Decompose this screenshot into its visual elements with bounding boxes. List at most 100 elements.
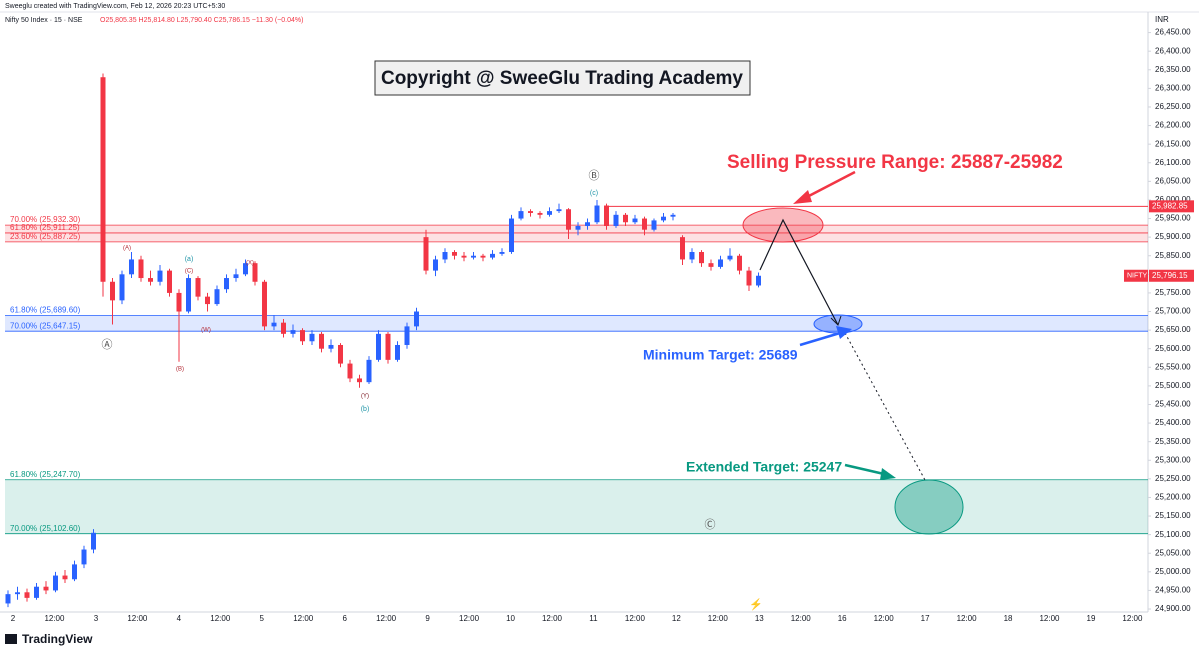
last-price-name-tag (1124, 269, 1148, 282)
candle-body (433, 259, 438, 271)
candle-body (233, 274, 239, 279)
credit: Sweeglu created with TradingView.com, Fe… (5, 3, 225, 10)
selling-arrowhead (793, 190, 812, 204)
x-tick-label: 9 (425, 614, 430, 623)
y-tick-label: 26,300.00 (1155, 83, 1191, 92)
selling-arrow (804, 170, 856, 200)
candle-body (243, 263, 248, 275)
candle-body (604, 205, 609, 226)
candle-body (309, 333, 315, 342)
x-tick-label: 12:00 (376, 614, 397, 623)
candle-body (205, 296, 210, 305)
logo (5, 634, 17, 644)
candle-body (404, 326, 410, 345)
candle-body (442, 252, 448, 260)
candle-body (471, 255, 476, 258)
fib-zone (5, 225, 1148, 242)
event-icon: ⚡ (749, 598, 763, 611)
y-tick-label: 26,150.00 (1155, 139, 1191, 148)
min-arrowhead (836, 326, 852, 339)
candle-body (34, 586, 39, 598)
candle-body (43, 586, 49, 591)
fib-label: 61.80% (25,247.70) (10, 470, 81, 479)
fib-label: 70.00% (25,102.60) (10, 524, 81, 533)
candle-body (100, 77, 106, 282)
wave-label: (B) (176, 367, 184, 373)
y-tick-label: 25,400.00 (1155, 418, 1191, 427)
candle-body (680, 237, 685, 260)
candle-body (328, 344, 334, 349)
wave-label: (W) (201, 328, 211, 334)
x-tick-label: 12:00 (1122, 614, 1143, 623)
candle-body (461, 255, 467, 258)
min-target-text: Minimum Target: 25689 (643, 347, 798, 363)
candle-body (129, 259, 134, 275)
x-tick-label: 13 (755, 614, 764, 623)
candle-body (214, 289, 220, 305)
y-tick-label: 25,500.00 (1155, 381, 1191, 390)
candle-body (157, 270, 163, 282)
candle-body (5, 594, 11, 604)
y-tick-label: 26,000.00 (1155, 195, 1191, 204)
y-tick-label: 25,150.00 (1155, 511, 1191, 520)
y-tick-label: 26,050.00 (1155, 176, 1191, 185)
candle-body (110, 281, 115, 301)
candle-body (642, 218, 647, 230)
candle-body (737, 255, 742, 271)
x-tick-label: 3 (94, 614, 99, 623)
x-tick-label: 12 (672, 614, 681, 623)
candle-body (319, 333, 324, 349)
copyright-box (374, 60, 751, 96)
candle-body (224, 278, 229, 290)
x-tick-label: 17 (921, 614, 930, 623)
candle-body (490, 253, 495, 258)
candle-body (746, 270, 752, 286)
x-tick-label: 18 (1004, 614, 1013, 623)
y-tick-label: 26,200.00 (1155, 121, 1191, 130)
ohlc-readout: O25,805.35 H25,814.80 L25,790.40 C25,786… (100, 17, 303, 24)
x-tick-label: 12:00 (874, 614, 895, 623)
selling-text: Selling Pressure Range: 25887-25982 (727, 152, 1063, 173)
candle-body (575, 225, 581, 230)
fib-label: 61.80% (25,911.25) (10, 223, 80, 232)
candle-body (518, 211, 524, 219)
price-tag (1149, 200, 1194, 213)
x-tick-label: 19 (1087, 614, 1096, 623)
candle-body (176, 292, 182, 312)
y-tick-label: 25,850.00 (1155, 251, 1191, 260)
x-tick-label: 2 (11, 614, 16, 623)
candle-body (528, 211, 533, 213)
x-tick-label: 12:00 (44, 614, 65, 623)
candle-body (53, 575, 58, 591)
candle-body (613, 214, 619, 226)
wave-label: (b) (361, 406, 370, 413)
x-tick-label: 16 (838, 614, 847, 623)
ext-arrow (844, 463, 885, 476)
y-tick-label: 26,250.00 (1155, 102, 1191, 111)
x-tick-label: 12:00 (957, 614, 978, 623)
candle-body (385, 333, 391, 360)
fib-label: 61.80% (25,689.60) (10, 305, 81, 314)
x-tick-label: 12:00 (791, 614, 812, 623)
candle-body (499, 252, 505, 254)
y-tick-label: 25,000.00 (1155, 567, 1191, 576)
candle-body (708, 263, 714, 267)
candle-body (556, 209, 562, 212)
symbol: Nifty 50 Index · 15 · NSE (5, 17, 83, 24)
candle-body (357, 378, 362, 383)
last-price-name: NIFTY (1127, 273, 1148, 280)
candle-body (252, 263, 258, 282)
candle-body (290, 330, 296, 334)
wave-label: (X) (246, 261, 254, 267)
candle-body (271, 322, 277, 327)
ext-arrowhead (880, 468, 896, 480)
candle-body (195, 278, 201, 297)
y-tick-label: 25,900.00 (1155, 232, 1191, 241)
y-tick-label: 25,550.00 (1155, 362, 1191, 371)
x-tick-label: 12:00 (210, 614, 231, 623)
y-tick-label: 26,350.00 (1155, 65, 1191, 74)
x-tick-label: 12:00 (127, 614, 148, 623)
candle-body (338, 344, 343, 364)
candle-body (15, 592, 20, 595)
